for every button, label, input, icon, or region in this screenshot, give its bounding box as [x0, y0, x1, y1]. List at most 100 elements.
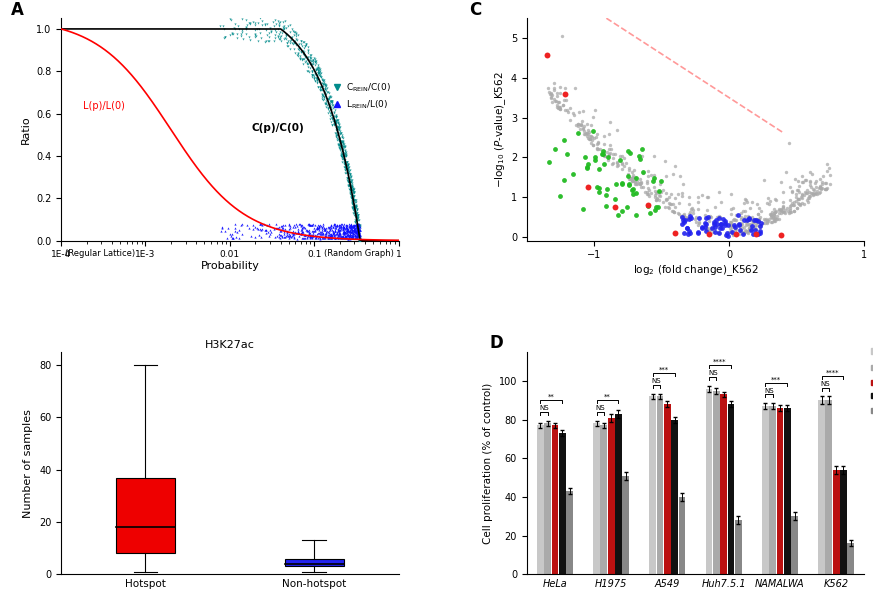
Point	[749, 230, 763, 240]
Point	[322, 89, 336, 98]
Point	[313, 73, 327, 82]
Point	[353, 227, 367, 237]
Point	[699, 213, 713, 222]
Point	[353, 230, 367, 240]
Point	[700, 224, 714, 234]
Point	[751, 209, 765, 219]
Point	[778, 208, 792, 218]
Point	[684, 211, 698, 221]
Point	[290, 229, 304, 238]
Point	[699, 224, 713, 233]
Point	[352, 236, 366, 246]
Point	[649, 195, 663, 205]
Point	[353, 230, 367, 240]
Point	[760, 217, 773, 227]
Text: L(p)/L(0): L(p)/L(0)	[83, 101, 125, 111]
Point	[347, 229, 361, 238]
Point	[290, 219, 304, 229]
Point	[626, 172, 640, 182]
Point	[341, 163, 355, 173]
Point	[675, 189, 689, 199]
Point	[311, 223, 325, 233]
Point	[338, 165, 352, 175]
Point	[338, 163, 352, 172]
Point	[544, 89, 558, 98]
Point	[704, 223, 718, 233]
Point	[597, 146, 611, 156]
Point	[791, 185, 805, 195]
Point	[327, 221, 341, 231]
Point	[647, 173, 661, 183]
Point	[338, 233, 352, 243]
Point	[283, 223, 297, 233]
Point	[784, 207, 798, 217]
Point	[812, 188, 826, 198]
Point	[318, 233, 332, 243]
Point	[348, 230, 362, 240]
Point	[622, 148, 636, 158]
Point	[743, 224, 757, 234]
Point	[350, 228, 364, 238]
Point	[343, 229, 357, 239]
Point	[676, 179, 690, 189]
Point	[350, 232, 364, 241]
Point	[310, 222, 324, 232]
Point	[724, 221, 738, 230]
Point	[315, 222, 329, 232]
Point	[258, 37, 272, 46]
Point	[273, 233, 287, 243]
Point	[666, 200, 680, 210]
Point	[278, 16, 292, 26]
Point	[299, 225, 313, 235]
Point	[301, 52, 315, 62]
Point	[760, 198, 774, 208]
Point	[323, 232, 337, 241]
Point	[338, 155, 352, 165]
Point	[337, 142, 351, 152]
Point	[342, 177, 356, 187]
Point	[298, 42, 312, 51]
Point	[547, 78, 561, 88]
Point	[352, 235, 366, 245]
Point	[316, 221, 330, 231]
Point	[329, 112, 343, 122]
Point	[254, 33, 268, 43]
Point	[313, 229, 327, 239]
Point	[581, 125, 595, 134]
Point	[343, 169, 357, 178]
Point	[345, 222, 359, 232]
Point	[742, 226, 756, 236]
Point	[341, 165, 355, 175]
Point	[297, 233, 311, 243]
Point	[625, 173, 639, 183]
Point	[341, 225, 355, 235]
Point	[258, 225, 272, 235]
Point	[338, 163, 352, 172]
Point	[347, 227, 361, 236]
Point	[746, 197, 760, 207]
Point	[327, 231, 341, 241]
Point	[773, 203, 787, 213]
Point	[326, 120, 340, 130]
Point	[552, 103, 566, 113]
Point	[328, 226, 342, 236]
Point	[346, 193, 360, 203]
Point	[644, 188, 658, 197]
Point	[272, 34, 285, 43]
Point	[264, 26, 278, 35]
Point	[335, 232, 349, 241]
Point	[258, 20, 272, 30]
Point	[648, 186, 662, 196]
Point	[353, 227, 367, 236]
Point	[342, 166, 356, 175]
Point	[583, 131, 597, 141]
Point	[820, 183, 834, 193]
Point	[337, 228, 351, 238]
Point	[316, 75, 330, 85]
Point	[346, 197, 360, 207]
Point	[343, 226, 357, 236]
Point	[350, 226, 364, 236]
Point	[333, 123, 347, 133]
Point	[255, 221, 269, 230]
Point	[347, 229, 361, 238]
